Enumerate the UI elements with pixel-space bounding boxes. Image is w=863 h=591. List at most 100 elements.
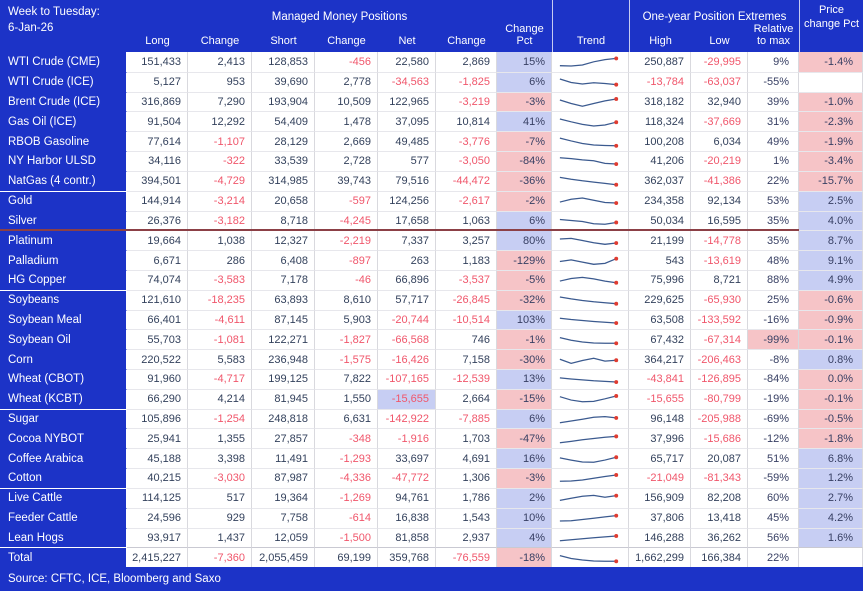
sparkline-chart (559, 394, 619, 403)
trend-sparkline-cell (552, 151, 629, 171)
table-row: Soybean Oil 55,703 -1,081 122,271 -1,827 -66,… (0, 329, 863, 350)
net-cell: 66,896 (378, 269, 436, 290)
sparkline-chart (559, 533, 619, 542)
row-label: Soybean Oil (0, 329, 127, 350)
sparkline-chart (559, 296, 619, 306)
short-cell: 314,985 (252, 170, 315, 191)
net-change-cell: 1,786 (436, 487, 497, 508)
sparkline-latest-dot (614, 321, 619, 325)
change-pct-cell: -36% (497, 170, 552, 191)
price-change-pct-cell: -0.6% (799, 289, 863, 310)
table-body: WTI Crude (CME) 151,433 2,413 128,853 -456 22… (0, 52, 863, 568)
short-change-cell: 69,199 (315, 547, 378, 568)
long-cell: 220,522 (127, 349, 188, 369)
table-row: NY Harbor ULSD 34,116 -322 33,539 2,728 577 -3… (0, 151, 863, 171)
row-label: Platinum (0, 230, 127, 251)
relative-to-max-cell: -69% (748, 408, 799, 429)
long-cell: 121,610 (127, 289, 188, 310)
sparkline-chart (559, 237, 619, 245)
high-cell: -21,049 (629, 468, 691, 488)
table-row: WTI Crude (CME) 151,433 2,413 128,853 -456 22… (0, 52, 863, 72)
high-cell: 146,288 (629, 527, 691, 548)
long-change-cell: 1,437 (188, 527, 252, 548)
short-change-cell: -2,219 (315, 230, 378, 251)
relative-to-max-cell: -55% (748, 71, 799, 92)
relative-to-max-cell: 56% (748, 527, 799, 548)
long-cell: 66,290 (127, 388, 188, 409)
sparkline-chart (559, 277, 619, 286)
sparkline-latest-dot (614, 281, 619, 286)
net-cell: 37,095 (378, 111, 436, 132)
net-change-cell: -44,472 (436, 170, 497, 191)
net-change-cell: -1,825 (436, 71, 497, 92)
net-change-cell: -3,219 (436, 91, 497, 112)
change-pct-cell: -84% (497, 151, 552, 171)
net-cell: 577 (378, 151, 436, 171)
relative-to-max-cell: 22% (748, 547, 799, 568)
row-label: Gold (0, 190, 127, 211)
table-row: Lean Hogs 93,917 1,437 12,059 -1,500 81,858 2,… (0, 527, 863, 548)
relative-to-max-cell: -16% (748, 309, 799, 330)
sparkline-latest-dot (614, 220, 619, 225)
net-change-cell: -3,776 (436, 131, 497, 152)
change-pct-cell: -3% (497, 468, 552, 488)
row-label: Lean Hogs (0, 527, 127, 548)
net-change-cell: 2,937 (436, 527, 497, 548)
long-cell: 6,671 (127, 250, 188, 270)
row-label: Coffee Arabica (0, 448, 127, 469)
table-row: Gas Oil (ICE) 91,504 12,292 54,409 1,478 37,0… (0, 111, 863, 132)
table-row: Platinum 19,664 1,038 12,327 -2,219 7,337 3,25… (0, 229, 863, 251)
low-cell: -80,799 (691, 388, 748, 409)
trend-sparkline-cell (552, 507, 629, 528)
col-header-short-change: Change (327, 35, 366, 48)
trend-sparkline-cell (552, 448, 629, 469)
long-change-cell: -4,611 (188, 309, 252, 330)
change-pct-cell: -32% (497, 289, 552, 310)
long-cell: 91,504 (127, 111, 188, 132)
col-header-long: Long (145, 35, 170, 48)
low-cell: 8,721 (691, 269, 748, 290)
table-row: Feeder Cattle 24,596 929 7,758 -614 16,838 1,5… (0, 507, 863, 528)
table-row: Cocoa NYBOT 25,941 1,355 27,857 -348 -1,916 1,… (0, 428, 863, 449)
table-row: Palladium 6,671 286 6,408 -897 263 1,183 -129% 5… (0, 250, 863, 270)
relative-to-max-cell: 31% (748, 111, 799, 132)
short-cell: 87,987 (252, 468, 315, 488)
high-cell: 63,508 (629, 309, 691, 330)
source-note: Source: CFTC, ICE, Bloomberg and Saxo (8, 573, 221, 585)
net-change-cell: -3,050 (436, 151, 497, 171)
low-cell: -205,988 (691, 408, 748, 429)
managed-money-group-header: Managed Money Positions (271, 11, 408, 23)
low-cell: -29,995 (691, 52, 748, 72)
net-cell: 79,516 (378, 170, 436, 191)
change-pct-cell: 80% (497, 230, 552, 251)
low-cell: -67,314 (691, 329, 748, 350)
relative-to-max-cell: 49% (748, 131, 799, 152)
short-cell: 20,658 (252, 190, 315, 211)
long-change-cell: 4,214 (188, 388, 252, 409)
col-header-relative-to-max: Relative to max (753, 22, 794, 48)
short-cell: 6,408 (252, 250, 315, 270)
net-cell: -107,165 (378, 369, 436, 389)
high-cell: 364,217 (629, 349, 691, 369)
low-cell: -63,037 (691, 71, 748, 92)
week-to-tuesday-label: Week to Tuesday: (8, 6, 100, 18)
change-pct-cell: 6% (497, 408, 552, 429)
long-cell: 19,664 (127, 230, 188, 251)
high-cell: 96,148 (629, 408, 691, 429)
sparkline-chart (559, 177, 619, 187)
relative-to-max-cell: -84% (748, 369, 799, 389)
high-cell: 21,199 (629, 230, 691, 251)
short-change-cell: 1,550 (315, 388, 378, 409)
sparkline-latest-dot (614, 513, 619, 518)
sparkline-chart (559, 434, 619, 444)
row-label: Cocoa NYBOT (0, 428, 127, 449)
change-pct-cell: -1% (497, 329, 552, 350)
trend-sparkline-cell (552, 468, 629, 488)
change-pct-cell: 6% (497, 71, 552, 92)
relative-to-max-cell: 22% (748, 170, 799, 191)
net-cell: 359,768 (378, 547, 436, 568)
long-change-cell: 5,583 (188, 349, 252, 369)
high-cell: 65,717 (629, 448, 691, 469)
short-change-cell: -1,500 (315, 527, 378, 548)
net-change-cell: 1,306 (436, 468, 497, 488)
